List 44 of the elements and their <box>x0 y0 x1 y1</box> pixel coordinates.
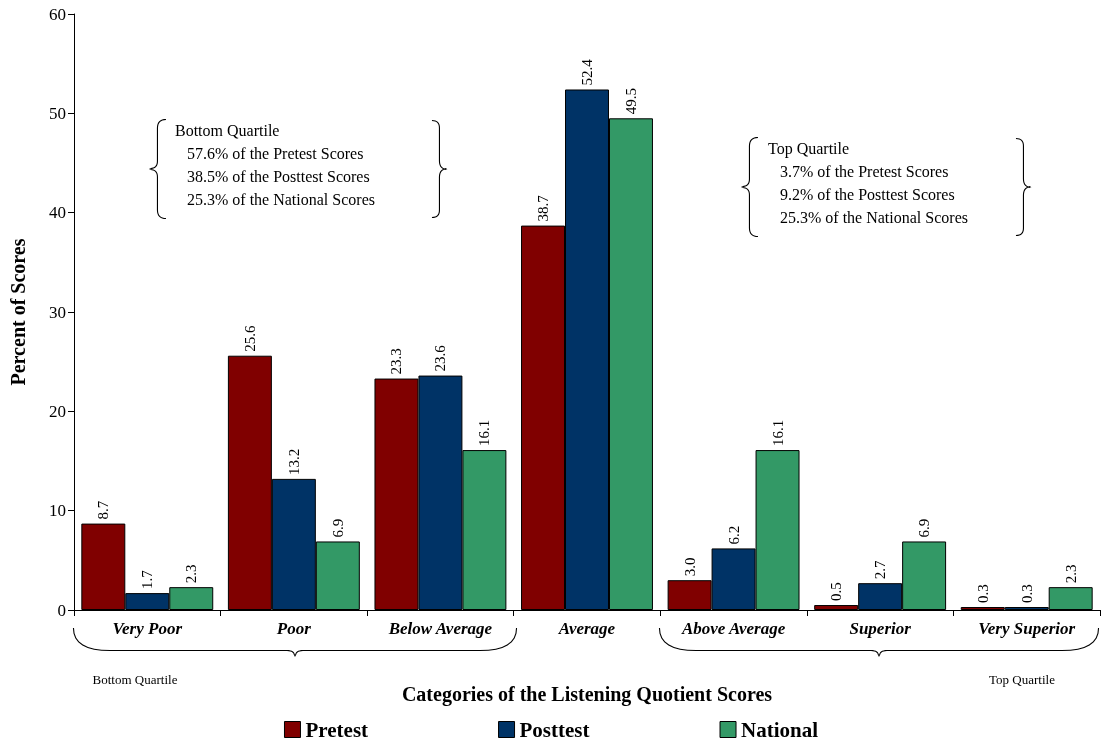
data-label: 8.7 <box>95 500 112 520</box>
x-tick-label: Above Average <box>680 619 786 638</box>
y-tick-label: 0 <box>57 600 66 620</box>
x-tick-label: Below Average <box>387 619 493 638</box>
data-label: 6.9 <box>329 518 346 538</box>
text: Bottom Quartile <box>92 672 178 687</box>
data-label: 3.0 <box>681 557 698 577</box>
legend-label: National <box>741 717 819 742</box>
y-tick-label: 10 <box>49 501 66 521</box>
data-label: 2.3 <box>1062 564 1079 584</box>
data-label: 2.3 <box>183 564 200 584</box>
data-label: 23.6 <box>432 344 449 372</box>
data-label: 1.7 <box>139 569 156 590</box>
x-tick-label: Average <box>557 619 616 638</box>
data-label: 49.5 <box>622 88 639 115</box>
data-label: 0.3 <box>974 584 991 604</box>
annotation: Top Quartile 3.7% of the Pretest Scores 9.2% of the Posttest Scores 25.3% of the National Scores <box>768 139 968 226</box>
y-tick-label: 40 <box>49 203 66 223</box>
data-label: 2.7 <box>872 559 889 580</box>
annotation: Bottom Quartile 57.6% of the Pretest Scores 38.5% of the Posttest Scores 25.3% of the National Scores <box>175 121 375 208</box>
data-label: 38.7 <box>535 194 552 222</box>
legend-label: Pretest <box>305 717 369 742</box>
x-tick-label: Superior <box>849 619 912 638</box>
y-tick-label: 60 <box>49 4 66 24</box>
y-axis-title: Percent of Scores <box>7 238 29 386</box>
data-label: 16.1 <box>476 419 493 447</box>
x-axis-title: Categories of the Listening Quotient Scores <box>401 683 773 706</box>
data-label: 6.2 <box>725 525 742 545</box>
x-tick-label: Very Superior <box>978 619 1076 638</box>
x-tick-label: Very Poor <box>112 619 183 638</box>
data-label: 0.3 <box>1018 584 1035 604</box>
x-tick-label: Poor <box>275 619 312 638</box>
data-label: 52.4 <box>579 58 595 86</box>
data-label: 25.6 <box>241 324 258 352</box>
data-label: 13.2 <box>285 448 302 475</box>
data-label: 16.1 <box>769 419 786 447</box>
y-tick-label: 50 <box>49 103 66 123</box>
y-tick-label: 20 <box>49 401 66 421</box>
data-label: 23.3 <box>388 348 405 375</box>
y-tick-label: 30 <box>49 302 66 322</box>
data-label: 6.9 <box>916 518 933 538</box>
text: Top Quartile <box>989 672 1056 687</box>
data-label: 0.5 <box>828 582 845 602</box>
legend-label: Posttest <box>519 717 590 742</box>
